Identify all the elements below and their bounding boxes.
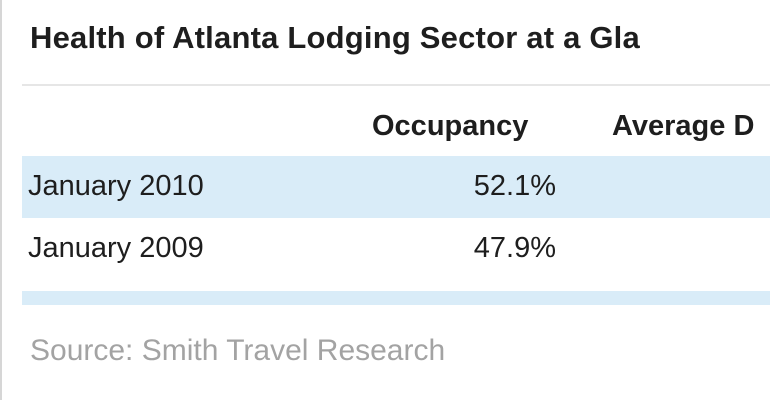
row-label: January 2010 xyxy=(28,170,204,202)
table-footer-bar xyxy=(22,291,770,305)
occupancy-value: 52.1% xyxy=(473,170,556,202)
left-border xyxy=(0,0,2,400)
column-header-occupancy: Occupancy xyxy=(372,110,529,142)
source-note: Source: Smith Travel Research xyxy=(30,334,446,367)
row-label: January 2009 xyxy=(28,232,204,264)
header-divider xyxy=(22,84,770,86)
occupancy-value: 47.9% xyxy=(473,232,556,264)
column-header-average-daily-rate: Average D xyxy=(612,110,755,142)
table-title: Health of Atlanta Lodging Sector at a Gl… xyxy=(30,20,640,55)
table-row: January 2009 47.9% xyxy=(22,218,770,280)
table-row: January 2010 52.1% xyxy=(22,156,770,218)
